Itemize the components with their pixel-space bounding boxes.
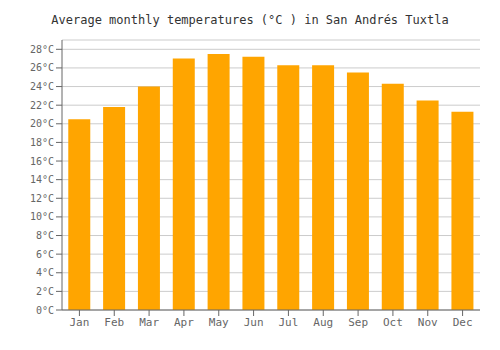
svg-text:Mar: Mar [139,316,159,329]
svg-text:2°C: 2°C [36,286,54,297]
svg-text:4°C: 4°C [36,267,54,278]
svg-text:28°C: 28°C [30,44,54,55]
svg-text:Feb: Feb [104,316,124,329]
svg-text:6°C: 6°C [36,249,54,260]
svg-text:Jun: Jun [244,316,264,329]
svg-text:8°C: 8°C [36,230,54,241]
svg-text:Oct: Oct [383,316,403,329]
svg-text:24°C: 24°C [30,81,54,92]
svg-text:22°C: 22°C [30,100,54,111]
svg-text:26°C: 26°C [30,62,54,73]
svg-text:0°C: 0°C [36,305,54,316]
html-text:Average monthly temperatures (: Average monthly temperatures (°C ) in Sa… [51,13,449,27]
svg-text:Nov: Nov [418,316,438,329]
svg-text:10°C: 10°C [30,211,54,222]
svg-text:14°C: 14°C [30,174,54,185]
svg-text:18°C: 18°C [30,137,54,148]
svg-text:Aug: Aug [313,316,333,329]
svg-text:Jul: Jul [278,316,298,329]
svg-text:20°C: 20°C [30,118,54,129]
svg-text:16°C: 16°C [30,156,54,167]
svg-text:12°C: 12°C [30,193,54,204]
svg-text:May: May [209,316,229,329]
svg-text:Dec: Dec [453,316,473,329]
svg-text:Jan: Jan [69,316,89,329]
svg-text:Sep: Sep [348,316,368,329]
svg-text:Apr: Apr [174,316,194,329]
